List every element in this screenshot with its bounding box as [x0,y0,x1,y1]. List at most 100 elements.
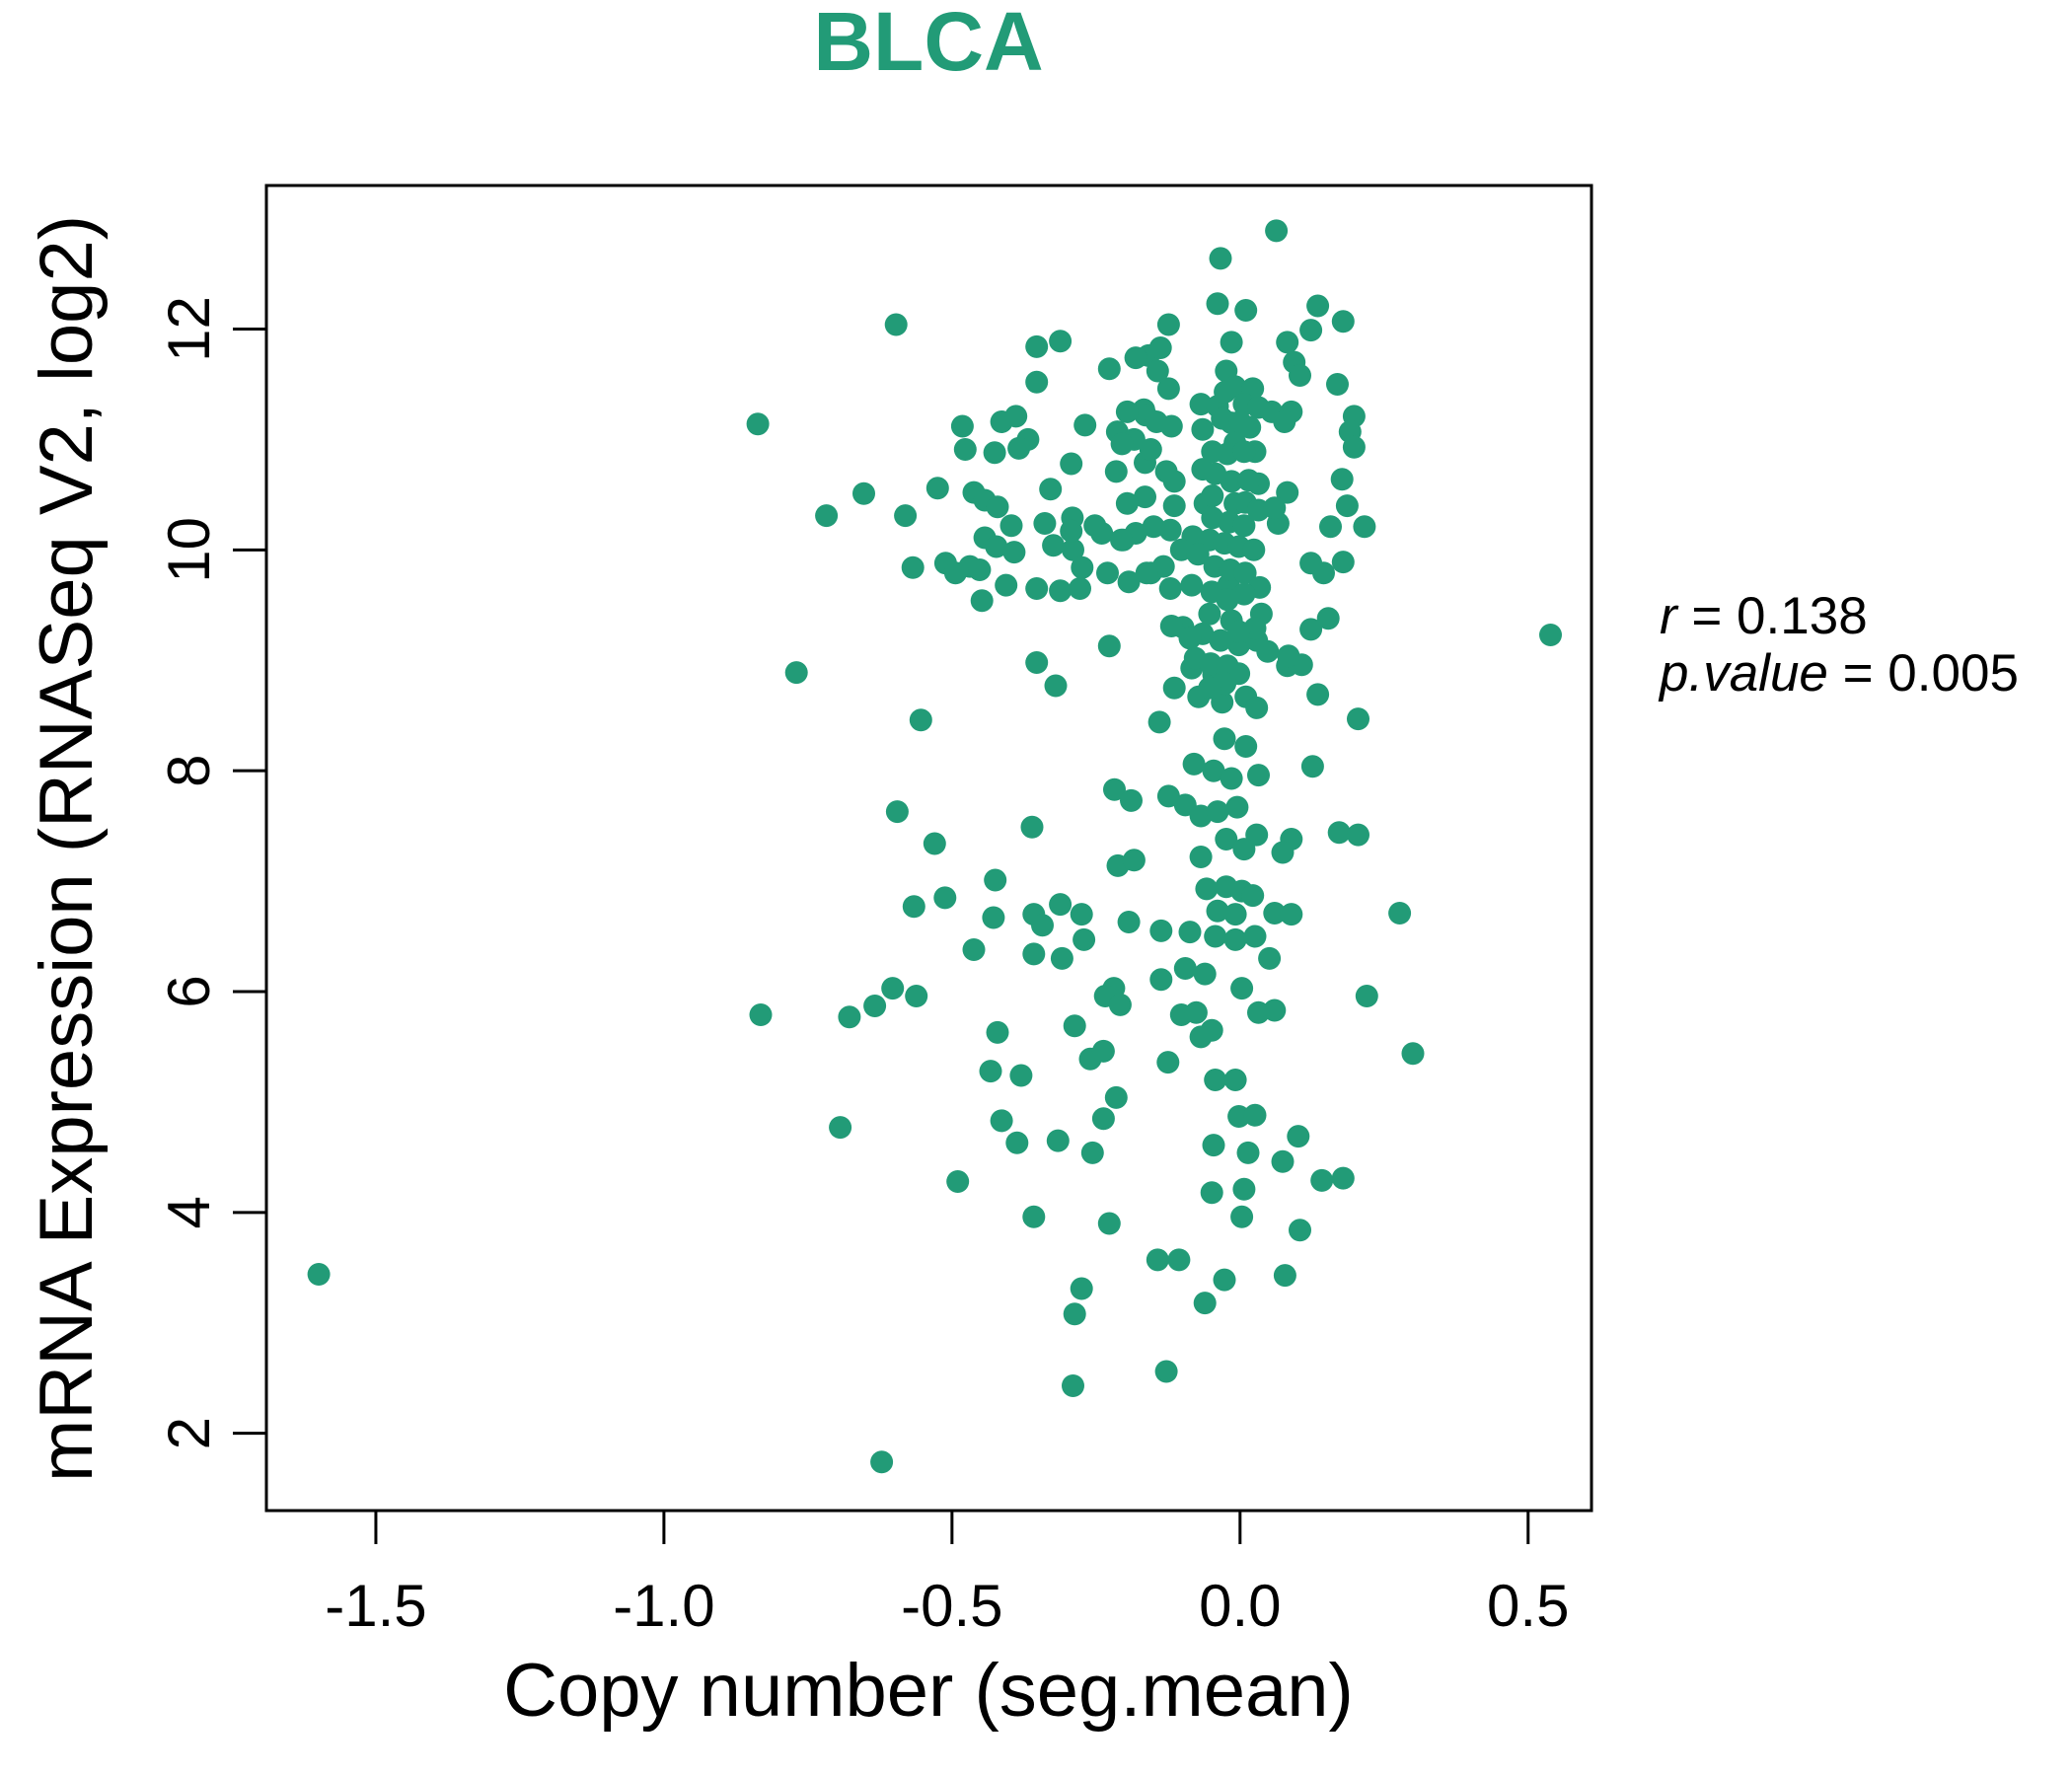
data-point [1263,999,1287,1022]
data-point [1104,460,1128,483]
data-point [1198,602,1221,626]
data-point [1110,528,1133,552]
data-point [1156,784,1180,808]
data-point [1227,1105,1251,1128]
data-point [1287,1125,1310,1148]
y-tick-label: 4 [156,1196,222,1228]
data-point [1202,759,1225,782]
data-point [990,1109,1013,1133]
data-point [1060,452,1083,476]
data-point [1007,436,1031,460]
data-point [1200,1181,1223,1205]
data-point [1096,561,1119,585]
data-point [1122,849,1146,872]
data-point [1031,914,1054,937]
data-point [946,1170,970,1193]
data-point [1149,968,1173,992]
data-point [1039,478,1063,501]
data-point [1232,514,1256,538]
data-point [1148,336,1172,359]
data-point [1232,440,1256,464]
data-point [852,481,875,505]
data-point [1271,1149,1295,1173]
data-point [1108,993,1132,1016]
data-point [1201,484,1224,507]
data-point [1156,377,1180,401]
data-point [1223,1069,1247,1091]
data-point [1020,815,1044,839]
y-tick-label: 12 [156,296,222,362]
data-point [1316,607,1340,630]
data-point [1216,654,1239,678]
y-tick-label: 8 [156,754,222,786]
data-point [979,1060,1002,1083]
x-axis-label: Copy number (seg.mean) [503,1649,1354,1733]
data-point [1189,1025,1213,1049]
data-point [1149,919,1173,942]
data-point [1223,927,1247,951]
data-point [1022,942,1046,966]
data-point [1049,893,1073,917]
data-point [1388,902,1412,925]
data-point [1050,946,1073,970]
data-point [1355,985,1378,1007]
r-stat-line: r = 0.138 [1660,588,2019,645]
data-point [749,1003,773,1026]
data-point [1063,1014,1086,1038]
data-point [1245,696,1269,719]
data-point [1173,957,1197,980]
data-point [1117,911,1141,933]
data-point [1326,373,1349,396]
data-point [1206,899,1229,923]
data-point [1241,884,1265,908]
data-point [1353,515,1376,539]
data-point [1193,1292,1217,1315]
data-point [1263,496,1287,520]
plot-frame [264,184,1593,1513]
data-point [1124,346,1147,370]
data-point [1258,946,1282,970]
data-point [1204,925,1227,948]
data-point [1044,674,1068,698]
data-point [1220,767,1243,790]
data-point [1156,1051,1180,1074]
data-point [1299,552,1323,575]
p-stat-label: p.value [1660,644,1828,703]
data-point [1117,570,1141,594]
data-point [1083,514,1107,538]
data-point [1263,902,1287,925]
r-stat-value: = 0.138 [1676,587,1868,645]
data-point [1062,1374,1084,1397]
data-point [1280,903,1303,926]
x-tick-label: 0.0 [1199,1573,1281,1639]
data-point [1025,370,1049,394]
data-point [1159,615,1183,637]
data-point [1097,634,1121,658]
data-point [1206,800,1229,824]
x-tick-label: -0.5 [901,1573,1002,1639]
data-point [1233,561,1257,585]
y-tick-label: 10 [156,517,222,583]
data-point [1331,551,1355,574]
data-point [982,906,1005,929]
data-point [983,441,1006,465]
data-point [1049,330,1073,353]
data-point [1209,629,1232,652]
data-point [1009,1064,1033,1087]
data-point [1213,727,1236,751]
data-point [1156,313,1180,336]
data-point [1330,468,1354,491]
data-point [1243,925,1267,948]
r-stat-label: r [1660,587,1677,645]
data-point [1162,494,1186,518]
data-point [1070,903,1093,926]
data-point [1046,1129,1070,1152]
data-point [953,438,977,461]
data-point [995,573,1018,597]
data-point [1025,651,1049,674]
data-point [1220,331,1243,354]
data-point [1247,764,1270,787]
data-point [1230,1205,1254,1228]
data-point [1004,405,1028,428]
data-point [1146,1248,1169,1272]
